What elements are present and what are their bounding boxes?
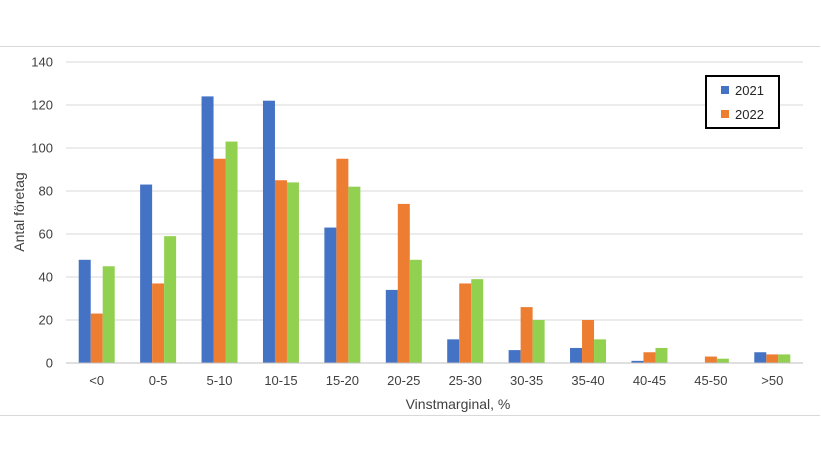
bar-series-3-0-5 [164,236,177,363]
y-axis-title: Antal företag [11,172,27,251]
y-tick-label: 120 [31,98,53,113]
bar-2021-0-5 [140,184,153,363]
legend-label-2021: 2021 [735,83,764,98]
x-tick-label: 35-40 [571,373,604,388]
bar-series-3-40-45 [655,347,668,363]
legend: 2021 2022 [705,75,780,129]
chart-frame [0,46,820,416]
y-tick-label: 40 [39,270,53,285]
bar-2022-0-5 [152,283,165,363]
y-axis-ticks: 0 20 40 60 80 100 120 140 [31,55,53,371]
bar-2022-45-50 [704,356,717,363]
legend-swatch-2022 [721,110,729,118]
bar-2022-10-15 [274,180,287,363]
bar-series-3->50 [778,354,791,363]
bar-2021->50 [754,352,767,363]
bar-series-3-5-10 [225,141,238,363]
x-tick-label: 20-25 [387,373,420,388]
bar-2022-15-20 [336,158,349,363]
bar-2021-30-35 [508,350,521,363]
bar-series-3-30-35 [532,320,545,363]
bar-2021-40-45 [631,360,644,363]
bar-series-3-20-25 [409,259,422,363]
gridlines [66,61,803,321]
x-tick-label: 5-10 [207,373,233,388]
bars [78,96,791,364]
y-tick-label: 0 [46,356,53,371]
x-tick-label: 25-30 [449,373,482,388]
bar-2021-25-30 [447,339,460,363]
bar-2021-35-40 [570,347,583,363]
bar-series-3-45-50 [716,358,729,363]
x-tick-label: 0-5 [149,373,168,388]
legend-label-2022: 2022 [735,107,764,122]
bar-series-3-35-40 [594,339,607,363]
bar-2021-20-25 [385,289,398,363]
x-tick-label: 30-35 [510,373,543,388]
bar-2022-40-45 [643,352,656,363]
bar-2021-<0 [78,259,91,363]
bar-2022-30-35 [520,307,533,363]
y-tick-label: 140 [31,55,53,70]
y-tick-label: 60 [39,227,53,242]
x-tick-label: 40-45 [633,373,666,388]
bar-2022-5-10 [213,158,226,363]
x-axis-ticks: <0 0-5 5-10 10-15 15-20 20-25 25-30 30-35 35-40 4… [89,373,783,388]
legend-swatch-2021 [721,86,729,94]
bar-series-3-<0 [102,266,115,363]
bar-series-3-10-15 [286,182,299,363]
bar-series-3-25-30 [471,279,484,363]
bar-2021-10-15 [262,100,275,363]
bar-2022-35-40 [582,320,595,363]
x-axis-title: Vinstmarginal, % [406,396,511,412]
y-tick-label: 100 [31,141,53,156]
bar-series-3-15-20 [348,186,361,363]
y-tick-label: 20 [39,313,53,328]
y-tick-label: 80 [39,184,53,199]
x-tick-label: <0 [89,373,104,388]
x-tick-label: >50 [761,373,783,388]
x-tick-label: 10-15 [264,373,297,388]
bar-2021-15-20 [324,227,337,363]
bar-2021-5-10 [201,96,214,364]
bar-2022-20-25 [397,203,410,363]
bar-2022->50 [766,354,779,363]
bar-2022-25-30 [459,283,472,363]
bar-2022-<0 [90,313,103,363]
x-tick-label: 15-20 [326,373,359,388]
x-tick-label: 45-50 [694,373,727,388]
legend-box [705,75,780,129]
